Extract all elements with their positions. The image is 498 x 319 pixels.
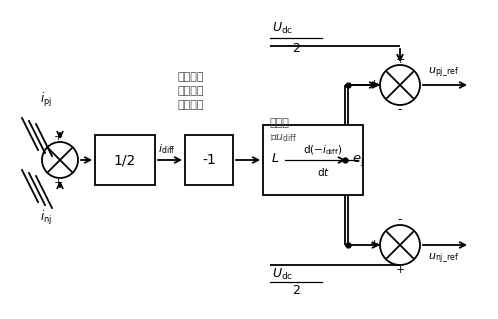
- Text: -1: -1: [202, 153, 216, 167]
- Text: 环流压
降$u_\mathrm{diff}$: 环流压 降$u_\mathrm{diff}$: [270, 118, 298, 144]
- Text: +: +: [53, 132, 63, 142]
- Text: +: +: [395, 55, 405, 65]
- Text: $\mathrm{d}t$: $\mathrm{d}t$: [317, 166, 330, 178]
- Text: $u_\mathrm{pj\_ref}$: $u_\mathrm{pj\_ref}$: [428, 65, 459, 79]
- Text: +: +: [395, 265, 405, 275]
- Text: -: -: [398, 103, 402, 116]
- Text: 1/2: 1/2: [114, 153, 136, 167]
- Text: $u_\mathrm{nj\_ref}$: $u_\mathrm{nj\_ref}$: [428, 251, 459, 265]
- Text: $\mathrm{d}(-i_\mathrm{diff})$: $\mathrm{d}(-i_\mathrm{diff})$: [303, 143, 343, 157]
- Text: $i_\mathrm{pj}$: $i_\mathrm{pj}$: [40, 91, 52, 109]
- Text: $U_\mathrm{dc}$: $U_\mathrm{dc}$: [272, 267, 293, 282]
- Text: +: +: [370, 239, 378, 249]
- Text: +: +: [53, 178, 63, 188]
- Text: $e_\mathrm{j}$: $e_\mathrm{j}$: [352, 152, 364, 167]
- Text: $i_\mathrm{diff}$: $i_\mathrm{diff}$: [158, 142, 176, 156]
- Bar: [185, 135, 233, 185]
- Text: $L$: $L$: [271, 152, 279, 165]
- Text: 2: 2: [292, 284, 300, 297]
- Text: +: +: [370, 79, 378, 89]
- Text: 2: 2: [292, 42, 300, 55]
- Text: 与环流幅
值相等，
相位相反: 与环流幅 值相等， 相位相反: [178, 72, 205, 110]
- Text: $i_\mathrm{nj}$: $i_\mathrm{nj}$: [40, 209, 52, 227]
- Text: -: -: [398, 213, 402, 226]
- Bar: [95, 135, 155, 185]
- Text: $U_\mathrm{dc}$: $U_\mathrm{dc}$: [272, 21, 293, 36]
- Bar: [263, 125, 363, 195]
